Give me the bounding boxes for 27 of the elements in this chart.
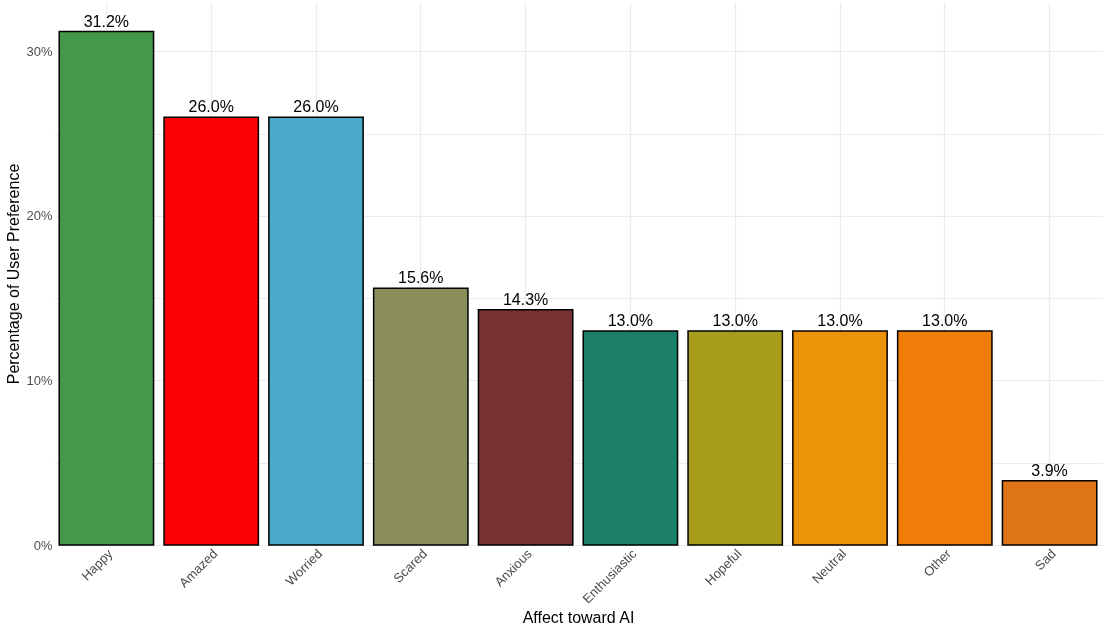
data-label: 31.2%: [83, 12, 130, 30]
data-label: 15.6%: [398, 269, 444, 287]
x-tick-label: Sad: [1031, 546, 1059, 574]
x-axis-title: Affect toward AI: [522, 609, 635, 627]
y-tick-label: 10%: [26, 372, 53, 388]
data-label: 13.0%: [607, 312, 654, 330]
bar: [582, 330, 679, 546]
bar: [58, 30, 155, 546]
bar: [372, 287, 469, 546]
data-label: 14.3%: [502, 290, 549, 308]
data-label: 13.0%: [817, 312, 863, 330]
y-tick-label: 20%: [26, 208, 53, 224]
y-axis-title: Percentage of User Preference: [5, 163, 23, 385]
y-tick-label: 0%: [33, 537, 53, 553]
bar: [163, 116, 260, 546]
bar: [687, 330, 784, 546]
bar: [268, 116, 364, 546]
data-label: 26.0%: [188, 98, 234, 116]
data-label: 3.9%: [1031, 461, 1068, 479]
bar: [477, 308, 574, 546]
data-label: 13.0%: [712, 312, 758, 330]
y-tick-label: 30%: [26, 43, 53, 59]
bar: [1001, 480, 1098, 546]
bar: [792, 330, 888, 546]
data-label: 13.0%: [922, 312, 968, 330]
data-label: 26.0%: [293, 98, 339, 116]
bar: [896, 330, 993, 546]
